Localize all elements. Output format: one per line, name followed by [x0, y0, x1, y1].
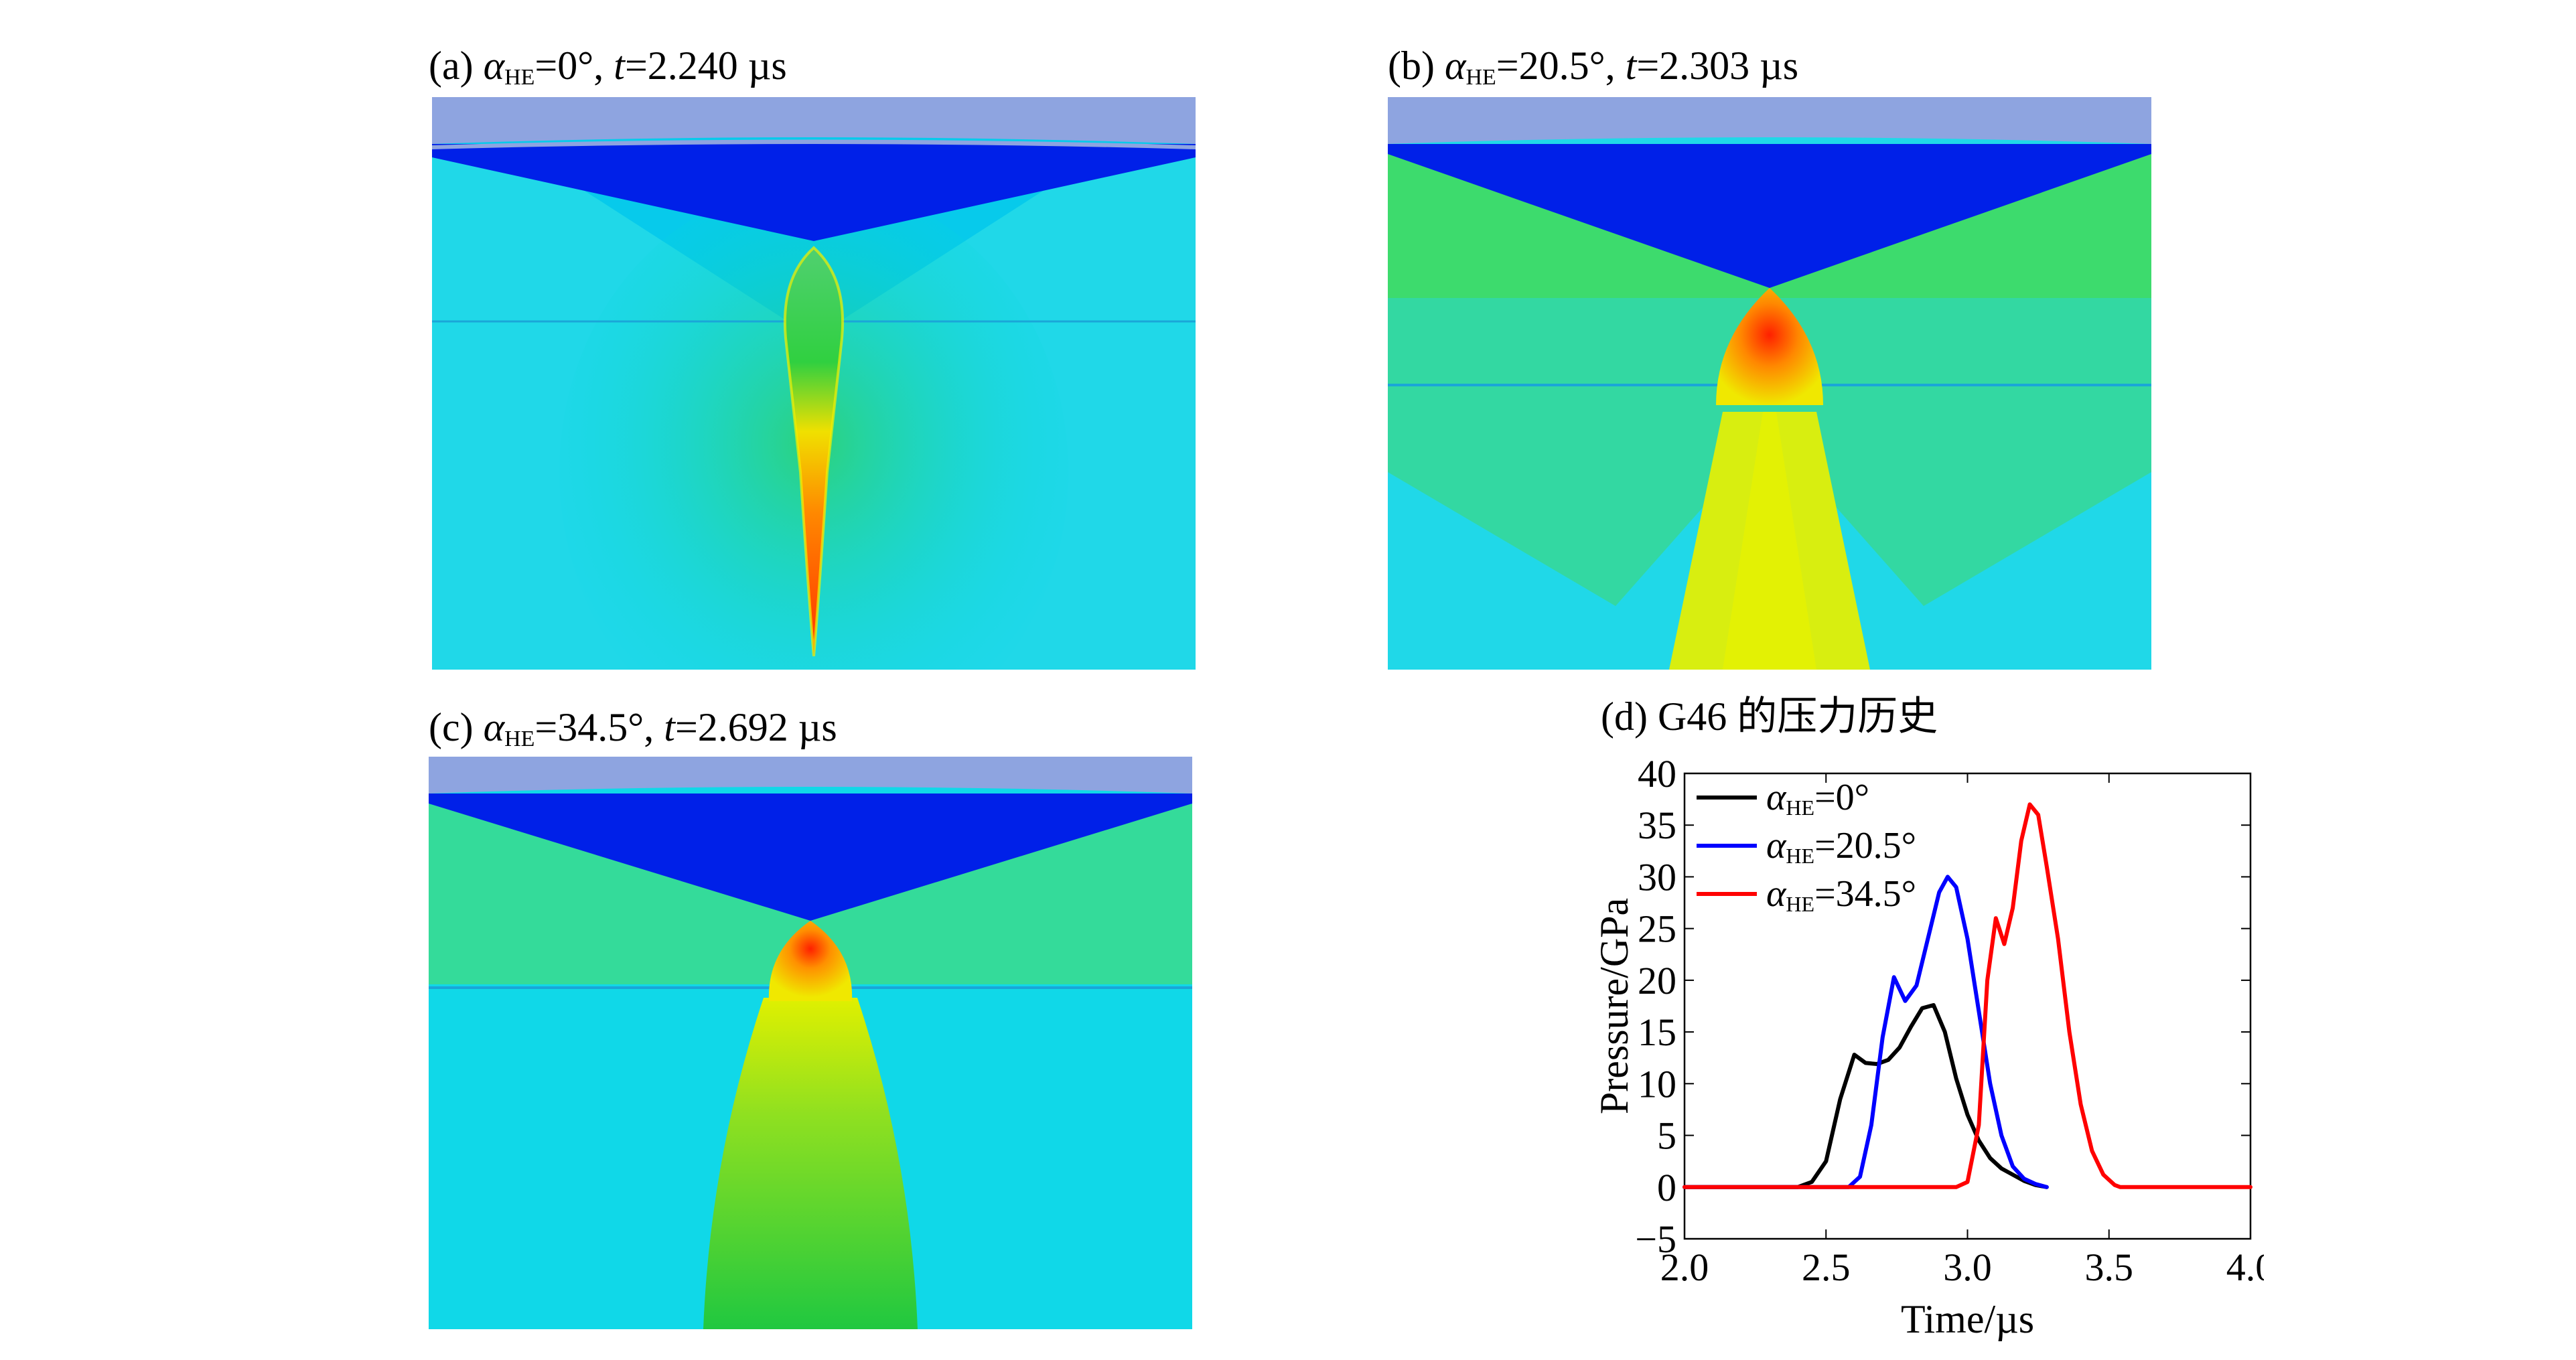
- y-tick-label: 20: [1638, 959, 1676, 1002]
- legend-entry-1: αHE=20.5°: [1766, 825, 1916, 868]
- simulation-panel-b: [1388, 97, 2151, 670]
- series-line-2: [1683, 802, 2252, 1189]
- y-tick-label: 5: [1657, 1114, 1676, 1158]
- pressure-history-chart: 2.0 2.5 3.0 3.5 4.0 −5 0 5 10 15 20 25 30 35 40 Time/µs…: [1594, 757, 2264, 1341]
- panel-a-title: (a) αHE=0°, t=2.240 µs: [429, 44, 787, 90]
- series-line-0: [1683, 1003, 2049, 1189]
- simulation-panel-a: [432, 97, 1196, 670]
- y-tick-label: 10: [1638, 1062, 1676, 1106]
- y-tick-label: 15: [1638, 1010, 1676, 1054]
- x-axis-label: Time/µs: [1901, 1297, 2034, 1341]
- x-tick-label: 3.0: [1943, 1245, 1992, 1289]
- y-tick-label: 40: [1638, 757, 1676, 796]
- legend-entry-2: αHE=34.5°: [1766, 873, 1916, 916]
- panel-b-title: (b) αHE=20.5°, t=2.303 µs: [1388, 44, 1799, 90]
- y-tick-label: 35: [1638, 804, 1676, 847]
- y-tick-label: 25: [1638, 907, 1676, 951]
- y-tick-label: −5: [1635, 1217, 1676, 1261]
- legend-entry-0: αHE=0°: [1766, 777, 1869, 820]
- y-tick-label: 0: [1657, 1166, 1676, 1209]
- x-tick-label: 4.0: [2226, 1245, 2264, 1289]
- x-tick-label: 3.5: [2085, 1245, 2134, 1289]
- plot-area: 2.0 2.5 3.0 3.5 4.0 −5 0 5 10 15 20 25 30 35 40 Time/µs…: [1594, 757, 2264, 1341]
- y-tick-label: 30: [1638, 855, 1676, 899]
- series-line-1: [1683, 875, 2049, 1189]
- y-axis-label: Pressure/GPa: [1594, 898, 1636, 1114]
- chart-title: (d) G46 的压力历史: [1601, 694, 1938, 739]
- x-tick-label: 2.0: [1660, 1245, 1709, 1289]
- simulation-panel-c: [429, 757, 1192, 1329]
- panel-c-title: (c) αHE=34.5°, t=2.692 µs: [429, 705, 837, 751]
- x-tick-label: 2.5: [1802, 1245, 1851, 1289]
